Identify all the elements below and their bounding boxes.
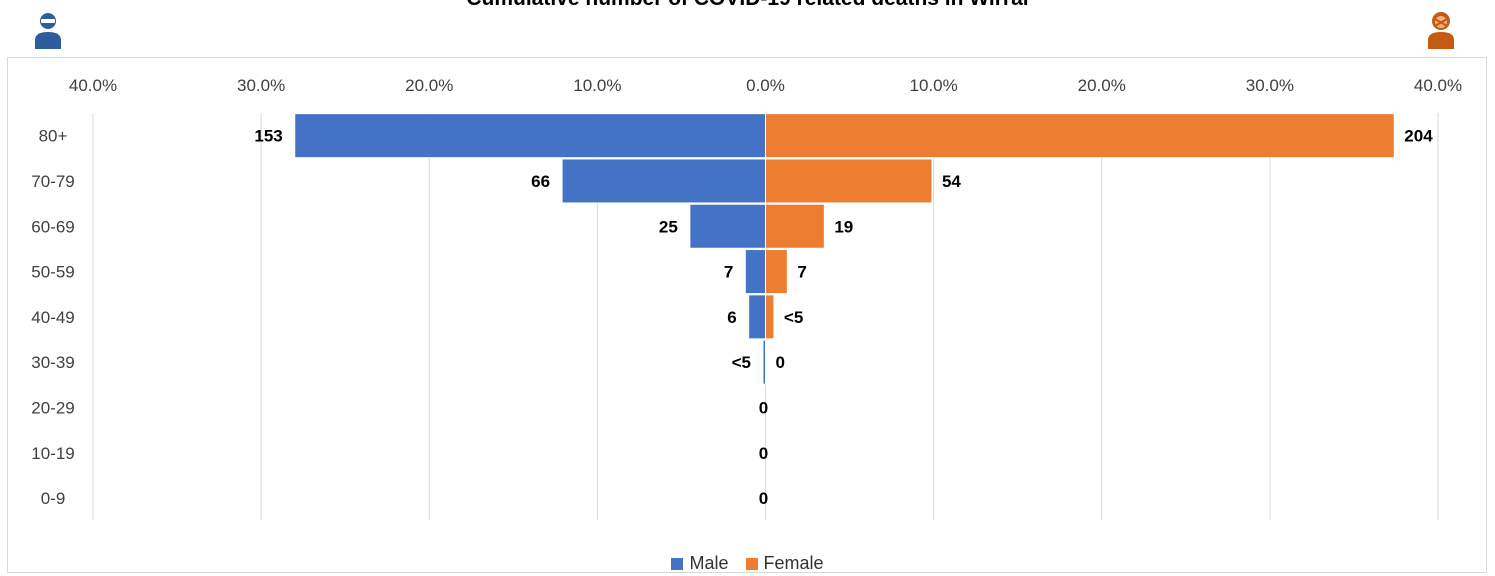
data-label-female: 204 [1404, 127, 1433, 146]
data-label-male: <5 [732, 353, 751, 372]
data-label-female: 54 [942, 172, 961, 191]
chart-title: Cumulative number of COVID-19 related de… [0, 0, 1495, 11]
data-label-female: <5 [784, 308, 803, 327]
category-labels: 80+ 70-79 60-69 50-59 40-49 30-39 20-29 10-19 0-… [31, 127, 74, 508]
x-tick-label: 20.0% [1078, 76, 1126, 95]
legend-item-female: Female [745, 553, 824, 574]
bar-female [765, 158, 933, 204]
category-label: 10-19 [31, 444, 74, 463]
category-label: 70-79 [31, 172, 74, 191]
x-tick-label: 10.0% [910, 76, 958, 95]
female-person-icon [1428, 12, 1454, 49]
x-tick-labels: 40.0% 30.0% 20.0% 10.0% 0.0% 10.0% 20.0% 30.0% 4… [69, 76, 1462, 95]
bar-female [765, 294, 775, 340]
legend-swatch-female [745, 557, 758, 570]
category-label: 30-39 [31, 353, 74, 372]
category-label: 80+ [39, 127, 68, 146]
x-tick-label: 20.0% [405, 76, 453, 95]
category-label: 60-69 [31, 217, 74, 236]
bar-male [762, 339, 767, 385]
legend: Male Female [0, 553, 1495, 575]
x-tick-label: 30.0% [1246, 76, 1294, 95]
data-label: 0 [759, 489, 768, 508]
data-label-male: 7 [724, 263, 733, 282]
category-label: 50-59 [31, 263, 74, 282]
x-tick-label: 40.0% [1414, 76, 1462, 95]
data-label-male: 6 [727, 308, 736, 327]
legend-item-male: Male [671, 553, 728, 574]
data-label: 0 [759, 398, 768, 417]
x-tick-label: 0.0% [746, 76, 785, 95]
data-label-female: 7 [797, 263, 806, 282]
data-label-female: 19 [834, 217, 853, 236]
bar-male [561, 158, 766, 204]
data-label-female: 0 [776, 353, 785, 372]
category-label: 20-29 [31, 398, 74, 417]
chart-area [7, 57, 1487, 573]
x-tick-label: 30.0% [237, 76, 285, 95]
data-labels: 153 204 66 54 25 19 7 7 6 <5 <5 0 0 0 0 [254, 127, 1433, 508]
bar-male [744, 249, 767, 295]
bars [294, 113, 1395, 385]
bar-female [765, 203, 825, 249]
data-label-male: 153 [254, 127, 282, 146]
data-label: 0 [759, 444, 768, 463]
legend-swatch-male [671, 557, 684, 570]
x-tick-label: 10.0% [573, 76, 621, 95]
category-label: 40-49 [31, 308, 74, 327]
bar-male [689, 203, 766, 249]
legend-label-male: Male [689, 553, 729, 573]
category-label: 0-9 [41, 489, 66, 508]
bar-male [294, 113, 766, 159]
bar-female [765, 249, 788, 295]
male-person-icon [35, 13, 61, 49]
data-label-male: 66 [531, 172, 550, 191]
x-tick-label: 40.0% [69, 76, 117, 95]
bar-male [748, 294, 766, 340]
legend-label-female: Female [763, 553, 824, 573]
bar-female [765, 113, 1395, 159]
data-label-male: 25 [659, 217, 678, 236]
